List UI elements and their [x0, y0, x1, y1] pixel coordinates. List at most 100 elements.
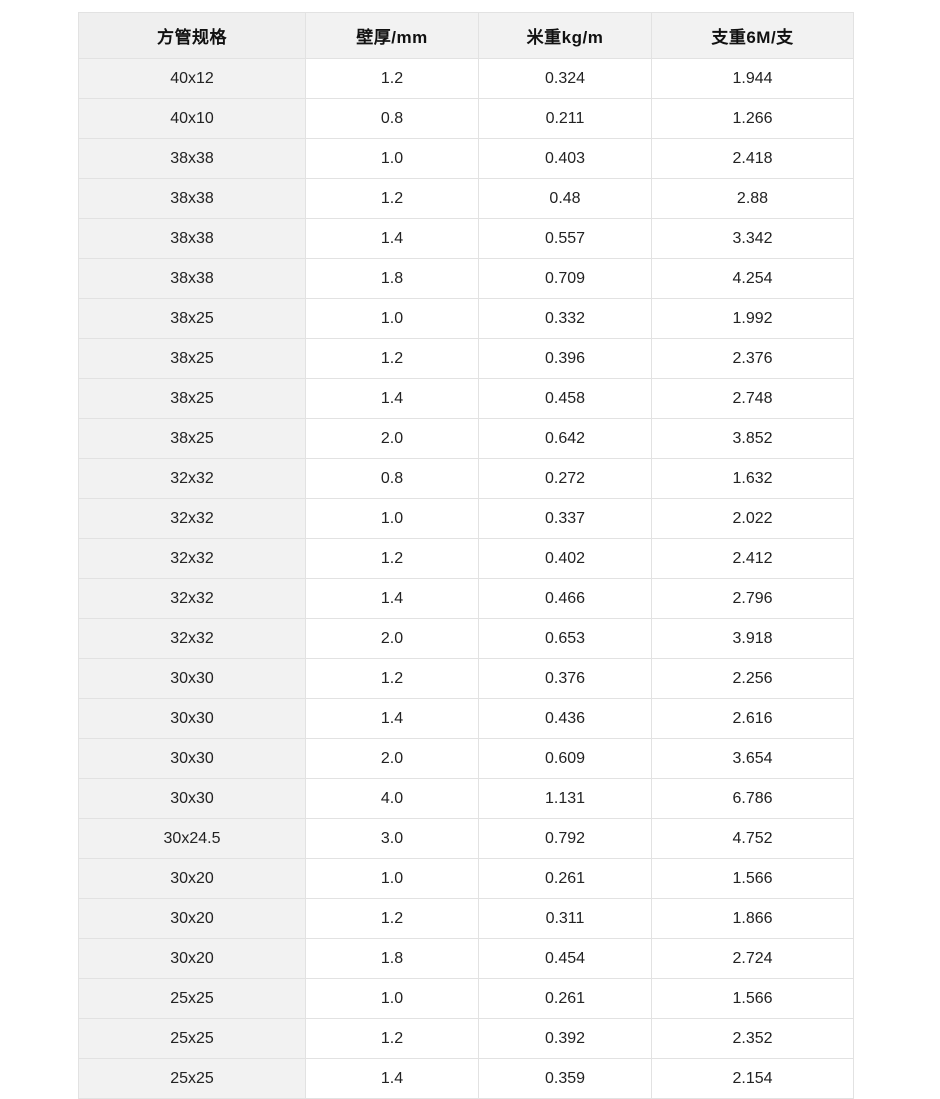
cell-meter: 0.261 — [478, 858, 652, 899]
cell-spec: 30x30 — [78, 778, 306, 819]
cell-meter: 0.211 — [478, 98, 652, 139]
cell-spec: 38x25 — [78, 338, 306, 379]
table-body: 40x12 1.2 0.324 1.944 40x10 0.8 0.211 1.266 38x3… — [78, 58, 854, 1099]
table-row: 38x38 1.4 0.557 3.342 — [78, 218, 854, 259]
cell-spec: 25x25 — [78, 978, 306, 1019]
table-row: 32x32 0.8 0.272 1.632 — [78, 458, 854, 499]
cell-wall: 1.4 — [305, 378, 479, 419]
cell-spec: 30x30 — [78, 658, 306, 699]
table-header-row: 方管规格 壁厚/mm 米重kg/m 支重6M/支 — [78, 12, 854, 59]
cell-meter: 0.557 — [478, 218, 652, 259]
cell-meter: 0.653 — [478, 618, 652, 659]
table-row: 40x10 0.8 0.211 1.266 — [78, 98, 854, 139]
column-header-meter-weight: 米重kg/m — [478, 12, 652, 59]
cell-bar: 4.254 — [651, 258, 854, 299]
cell-spec: 32x32 — [78, 498, 306, 539]
cell-meter: 0.332 — [478, 298, 652, 339]
cell-meter: 0.402 — [478, 538, 652, 579]
column-header-wall-thickness: 壁厚/mm — [305, 12, 479, 59]
column-header-spec: 方管规格 — [78, 12, 306, 59]
cell-spec: 30x20 — [78, 858, 306, 899]
cell-meter: 0.48 — [478, 178, 652, 219]
column-header-bar-weight: 支重6M/支 — [651, 12, 854, 59]
table-row: 30x30 2.0 0.609 3.654 — [78, 738, 854, 779]
cell-wall: 1.2 — [305, 58, 479, 99]
cell-bar: 2.724 — [651, 938, 854, 979]
cell-meter: 0.311 — [478, 898, 652, 939]
cell-bar: 4.752 — [651, 818, 854, 859]
table-row: 38x38 1.0 0.403 2.418 — [78, 138, 854, 179]
cell-wall: 1.0 — [305, 858, 479, 899]
cell-bar: 1.566 — [651, 978, 854, 1019]
table-row: 38x25 1.2 0.396 2.376 — [78, 338, 854, 379]
cell-wall: 1.0 — [305, 498, 479, 539]
table-row: 30x24.5 3.0 0.792 4.752 — [78, 818, 854, 859]
table-row: 25x25 1.4 0.359 2.154 — [78, 1058, 854, 1099]
cell-meter: 0.403 — [478, 138, 652, 179]
cell-bar: 1.566 — [651, 858, 854, 899]
cell-meter: 0.709 — [478, 258, 652, 299]
cell-bar: 1.992 — [651, 298, 854, 339]
cell-bar: 1.632 — [651, 458, 854, 499]
table-row: 30x30 4.0 1.131 6.786 — [78, 778, 854, 819]
table-row: 38x25 1.4 0.458 2.748 — [78, 378, 854, 419]
cell-meter: 0.272 — [478, 458, 652, 499]
cell-spec: 30x30 — [78, 698, 306, 739]
cell-spec: 32x32 — [78, 618, 306, 659]
table-row: 30x30 1.2 0.376 2.256 — [78, 658, 854, 699]
cell-bar: 3.918 — [651, 618, 854, 659]
cell-meter: 0.396 — [478, 338, 652, 379]
cell-spec: 40x12 — [78, 58, 306, 99]
table-row: 30x30 1.4 0.436 2.616 — [78, 698, 854, 739]
cell-wall: 1.0 — [305, 978, 479, 1019]
cell-wall: 1.2 — [305, 1018, 479, 1059]
table-row: 25x25 1.2 0.392 2.352 — [78, 1018, 854, 1059]
cell-bar: 2.418 — [651, 138, 854, 179]
cell-spec: 38x38 — [78, 178, 306, 219]
cell-wall: 2.0 — [305, 618, 479, 659]
cell-spec: 32x32 — [78, 578, 306, 619]
cell-wall: 2.0 — [305, 738, 479, 779]
cell-wall: 1.4 — [305, 578, 479, 619]
cell-spec: 30x20 — [78, 938, 306, 979]
cell-spec: 38x25 — [78, 378, 306, 419]
cell-meter: 0.324 — [478, 58, 652, 99]
cell-meter: 0.642 — [478, 418, 652, 459]
cell-spec: 30x24.5 — [78, 818, 306, 859]
cell-meter: 0.609 — [478, 738, 652, 779]
cell-bar: 2.412 — [651, 538, 854, 579]
cell-wall: 1.8 — [305, 938, 479, 979]
cell-bar: 2.256 — [651, 658, 854, 699]
cell-wall: 1.2 — [305, 658, 479, 699]
cell-bar: 1.866 — [651, 898, 854, 939]
cell-meter: 0.454 — [478, 938, 652, 979]
cell-wall: 1.0 — [305, 138, 479, 179]
cell-bar: 2.796 — [651, 578, 854, 619]
cell-bar: 3.852 — [651, 418, 854, 459]
cell-wall: 1.2 — [305, 338, 479, 379]
cell-bar: 1.944 — [651, 58, 854, 99]
cell-wall: 1.0 — [305, 298, 479, 339]
cell-spec: 32x32 — [78, 538, 306, 579]
cell-wall: 1.2 — [305, 898, 479, 939]
cell-bar: 3.342 — [651, 218, 854, 259]
cell-wall: 4.0 — [305, 778, 479, 819]
cell-bar: 2.022 — [651, 498, 854, 539]
cell-meter: 0.261 — [478, 978, 652, 1019]
cell-spec: 40x10 — [78, 98, 306, 139]
cell-meter: 1.131 — [478, 778, 652, 819]
cell-bar: 2.154 — [651, 1058, 854, 1099]
table-header: 方管规格 壁厚/mm 米重kg/m 支重6M/支 — [78, 12, 854, 59]
cell-spec: 38x38 — [78, 138, 306, 179]
cell-bar: 2.88 — [651, 178, 854, 219]
cell-bar: 2.376 — [651, 338, 854, 379]
cell-wall: 1.2 — [305, 538, 479, 579]
cell-wall: 0.8 — [305, 458, 479, 499]
cell-meter: 0.359 — [478, 1058, 652, 1099]
table-row: 40x12 1.2 0.324 1.944 — [78, 58, 854, 99]
table-row: 25x25 1.0 0.261 1.566 — [78, 978, 854, 1019]
table-row: 32x32 1.0 0.337 2.022 — [78, 498, 854, 539]
cell-wall: 3.0 — [305, 818, 479, 859]
cell-bar: 6.786 — [651, 778, 854, 819]
